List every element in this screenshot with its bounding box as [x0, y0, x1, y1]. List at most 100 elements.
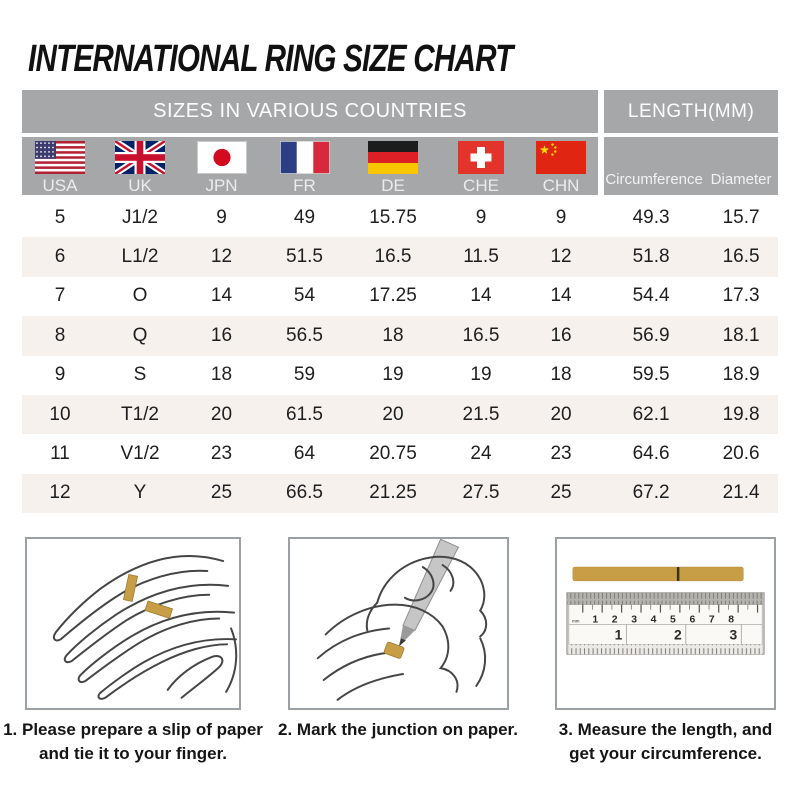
country-code: CHE [463, 176, 499, 195]
size-cell: 54.4 [598, 276, 705, 317]
size-cell: 18.1 [704, 316, 779, 356]
size-cell: 14 [182, 276, 261, 317]
svg-text:7: 7 [709, 615, 715, 626]
size-cell: 18 [348, 316, 438, 356]
size-cell: 25 [524, 473, 599, 514]
page-title: INTERNATIONAL RING SIZE CHART [28, 38, 513, 80]
ruler-measure-illustration: 1 2 3 4 5 6 7 8 mm 1 2 3 [555, 537, 776, 710]
instruction-step-1: 1. Please prepare a slip of paper and ti… [3, 537, 263, 766]
country-code: UK [128, 176, 152, 195]
size-cell: 8 [22, 316, 98, 356]
country-column-jpn: JPN [182, 137, 261, 198]
size-cell: 67.2 [598, 473, 705, 514]
hand-paper-icon [52, 554, 238, 700]
size-cell: 6 [22, 237, 98, 277]
size-cell: 14 [438, 276, 524, 317]
country-code: JPN [205, 176, 238, 195]
size-cell: 12 [22, 473, 98, 514]
size-cell: 16.5 [704, 237, 779, 277]
country-code: FR [293, 176, 316, 195]
size-cell: 17.25 [348, 276, 438, 317]
size-cell: 23 [182, 434, 261, 474]
china-flag-icon [536, 141, 587, 174]
size-cell: 19.8 [704, 394, 779, 435]
size-cell: V1/2 [98, 434, 182, 474]
table-row: 6 L1/2 12 51.5 16.5 11.5 12 51.8 16.5 [22, 237, 779, 277]
size-cell: 20 [348, 394, 438, 435]
size-cell: T1/2 [98, 394, 182, 435]
caption-line: 2. Mark the junction on paper. [278, 720, 518, 739]
uk-flag-icon [115, 141, 165, 174]
country-column-uk: UK [98, 137, 182, 198]
table-row: 7 O 14 54 17.25 14 14 54.4 17.3 [22, 276, 779, 317]
size-cell: 20 [182, 394, 261, 435]
marking-pen-icon [316, 539, 487, 701]
caption-line: 3. Measure the length, and [558, 720, 773, 739]
size-cell: 56.5 [261, 316, 348, 356]
column-diameter: Diameter [704, 137, 779, 198]
size-cell: 17.3 [704, 276, 779, 317]
country-column-de: DE [348, 137, 438, 198]
paper-strip [572, 566, 744, 582]
size-cell: 25 [182, 473, 261, 514]
size-cell: 11.5 [438, 237, 524, 277]
size-cell: Y [98, 473, 182, 514]
size-cell: 51.8 [598, 237, 705, 277]
size-cell: 9 [182, 198, 261, 238]
step-1-caption: 1. Please prepare a slip of paper and ti… [0, 718, 273, 766]
svg-text:1: 1 [592, 615, 598, 626]
size-cell: 21.5 [438, 394, 524, 435]
country-code: DE [381, 176, 405, 195]
size-cell: 20.6 [704, 434, 779, 474]
size-cell: 18.9 [704, 355, 779, 395]
size-cell: 20.75 [348, 434, 438, 474]
size-cell: 9 [22, 355, 98, 395]
ring-size-table: SIZES IN VARIOUS COUNTRIES LENGTH(MM) US… [22, 90, 779, 514]
size-cell: 16 [524, 316, 599, 356]
size-cell: 24 [438, 434, 524, 474]
france-flag-icon [279, 141, 330, 174]
size-cell: 16.5 [438, 316, 524, 356]
size-cell: 15.75 [348, 198, 438, 238]
table-country-header: USA UK JPN [22, 137, 779, 198]
mark-junction-illustration [287, 537, 509, 710]
size-cell: 62.1 [598, 394, 705, 435]
country-column-usa: USA [22, 137, 98, 198]
size-cell: 27.5 [438, 473, 524, 514]
size-cell: 18 [524, 355, 599, 395]
size-cell: 64.6 [598, 434, 705, 474]
size-cell: 16 [182, 316, 261, 356]
size-cell: 5 [22, 198, 98, 238]
size-cell: 59.5 [598, 355, 705, 395]
size-cell: 49 [261, 198, 348, 238]
diameter-label: Diameter [710, 171, 772, 188]
table-row: 12 Y 25 66.5 21.25 27.5 25 67.2 21.4 [22, 473, 779, 514]
size-cell: 9 [438, 198, 524, 238]
table-row: 5 J1/2 9 49 15.75 9 9 49.3 15.7 [22, 198, 779, 238]
size-cell: 21.4 [704, 473, 779, 514]
step-3-caption: 3. Measure the length, and get your circ… [522, 718, 800, 766]
size-cell: 59 [261, 355, 348, 395]
svg-text:2: 2 [612, 615, 618, 626]
size-cell: 16.5 [348, 237, 438, 277]
size-cell: 11 [22, 434, 98, 474]
size-cell: O [98, 276, 182, 317]
size-cell: 18 [182, 355, 261, 395]
header-sizes-group: SIZES IN VARIOUS COUNTRIES [22, 90, 599, 137]
size-cell: 51.5 [261, 237, 348, 277]
country-column-chn: CHN [524, 137, 599, 198]
instruction-step-3: 1 2 3 4 5 6 7 8 mm 1 2 3 [555, 537, 776, 766]
svg-text:2: 2 [674, 626, 682, 642]
country-code: USA [42, 176, 78, 195]
table-group-header: SIZES IN VARIOUS COUNTRIES LENGTH(MM) [22, 90, 779, 137]
size-cell: S [98, 355, 182, 395]
table-row: 8 Q 16 56.5 18 16.5 16 56.9 18.1 [22, 316, 779, 356]
size-cell: Q [98, 316, 182, 356]
instruction-step-2: 2. Mark the junction on paper. [278, 537, 518, 766]
svg-text:1: 1 [615, 626, 623, 642]
size-cell: 21.25 [348, 473, 438, 514]
germany-flag-icon [368, 141, 418, 174]
header-length-group: LENGTH(MM) [598, 90, 779, 137]
ruler-icon: 1 2 3 4 5 6 7 8 mm 1 2 3 [566, 566, 765, 655]
country-column-che: CHE [438, 137, 524, 198]
